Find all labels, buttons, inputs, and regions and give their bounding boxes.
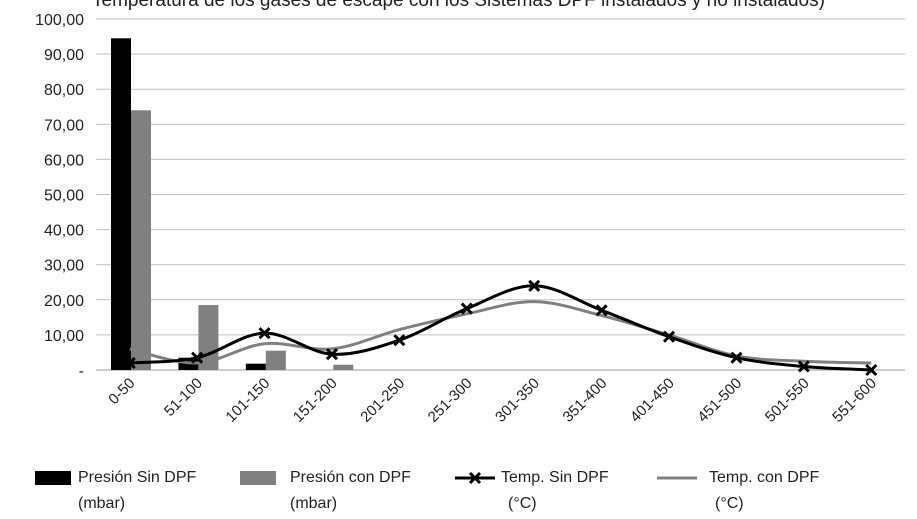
legend-label-line2: (°C) [715, 495, 744, 512]
bar [245, 363, 266, 370]
x-marker [865, 363, 878, 377]
legend-label-line2: (mbar) [78, 495, 126, 512]
y-tick-label: 70,00 [44, 117, 84, 134]
x-tick-label: 401-450 [627, 375, 678, 426]
y-tick-label: 50,00 [44, 188, 84, 205]
legend: Presión Sin DPF (mbar) Presión con DPF (… [0, 466, 917, 519]
legend-label-line2: (mbar) [290, 495, 338, 512]
bar [198, 305, 219, 370]
x-marker [123, 356, 136, 370]
y-tick-label: 60,00 [44, 152, 84, 169]
x-tick-label: 101-150 [222, 375, 273, 426]
y-axis-labels: - 10,00 20,00 30,00 40,00 50,00 60,00 70,00 80,0… [35, 12, 84, 380]
x-marker [393, 334, 406, 347]
x-tick-label: 251-300 [425, 375, 476, 426]
legend-label-line1: Presión Sin DPF [78, 469, 197, 486]
y-tick-label: 40,00 [44, 223, 84, 240]
series-line [129, 300, 872, 365]
x-tick-label: 501-550 [762, 375, 813, 426]
x-marker [595, 304, 608, 317]
legend-label-line1: Temp. Sin DPF [501, 469, 609, 486]
x-marker [258, 327, 271, 340]
x-tick-label: 51-100 [161, 375, 206, 420]
legend-label-line1: Presión con DPF [290, 469, 411, 486]
x-marker [191, 351, 204, 364]
legend-swatch-gray-bar-icon [240, 471, 276, 485]
bars [111, 38, 354, 371]
legend-label-line1: Temp. con DPF [709, 469, 820, 486]
x-tick-label: 0-50 [105, 375, 138, 408]
x-marker [325, 348, 339, 361]
lines [129, 284, 872, 372]
y-tick-label: 30,00 [44, 258, 84, 275]
x-marker [797, 360, 810, 373]
y-tick-label: 10,00 [44, 328, 84, 345]
legend-swatch-gray-line-icon [657, 476, 697, 480]
bar [131, 110, 151, 370]
legend-swatch-black-bar-icon [35, 471, 71, 485]
series-line [129, 284, 872, 372]
bar [333, 364, 354, 370]
bar [111, 38, 131, 371]
x-axis-labels: 0-50 51-100 101-150 151-200 201-250 251-300 30… [105, 375, 880, 426]
x-marker [730, 351, 743, 364]
y-tick-label: - [79, 363, 84, 380]
markers [123, 279, 878, 377]
x-marker [528, 279, 541, 292]
legend-swatch-x-line-icon [455, 471, 495, 485]
y-tick-label: 100,00 [35, 12, 84, 29]
x-marker [662, 330, 676, 343]
x-tick-label: 301-350 [492, 375, 543, 426]
chart-canvas: - 10,00 20,00 30,00 40,00 50,00 60,00 70,00 80,0… [35, 12, 905, 426]
x-marker [460, 302, 473, 315]
x-tick-label: 551-600 [829, 375, 880, 426]
x-tick-label: 201-250 [357, 375, 408, 426]
x-tick-label: 351-400 [559, 375, 610, 426]
x-tick-label: 451-500 [694, 375, 745, 426]
y-tick-label: 20,00 [44, 293, 84, 310]
x-tick-label: 151-200 [290, 375, 341, 426]
chart-title: Temperatura de los gases de escape con l… [92, 0, 825, 11]
bar [265, 350, 286, 370]
y-tick-label: 90,00 [44, 47, 84, 64]
legend-label-line2: (°C) [508, 495, 537, 512]
gridlines [96, 18, 905, 371]
y-tick-label: 80,00 [44, 82, 84, 99]
